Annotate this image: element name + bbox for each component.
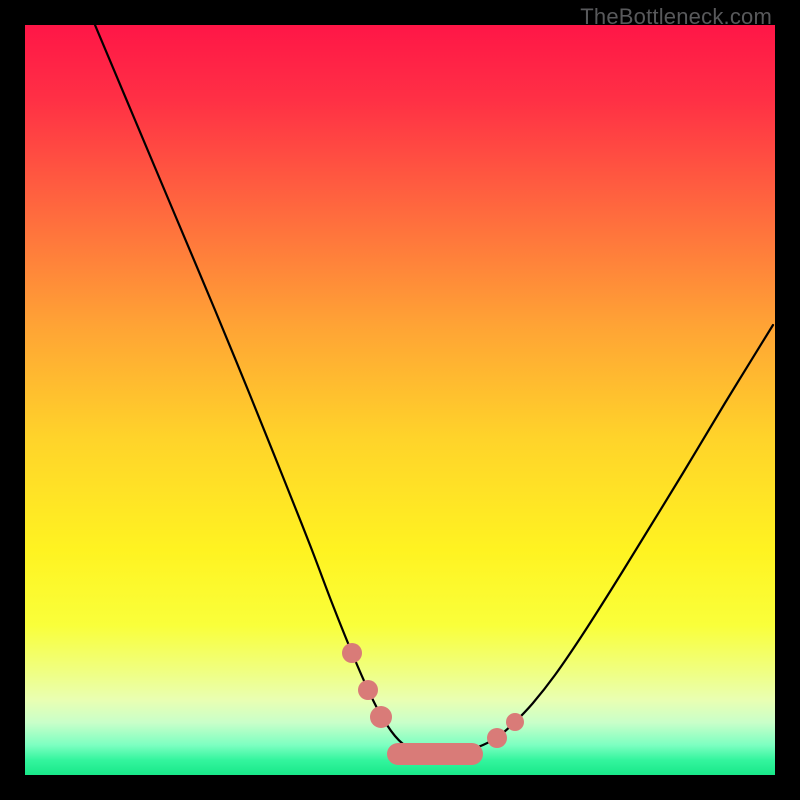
curve-dot-marker	[506, 713, 524, 731]
curve-dot-marker	[358, 680, 378, 700]
plot-area	[25, 25, 775, 775]
bottleneck-curve	[25, 25, 775, 775]
curve-dot-marker	[487, 728, 507, 748]
chart-frame: TheBottleneck.com	[0, 0, 800, 800]
curve-dot-marker	[342, 643, 362, 663]
curve-dot-marker	[370, 706, 392, 728]
valley-bar-marker	[387, 743, 483, 765]
watermark-text: TheBottleneck.com	[580, 4, 772, 30]
